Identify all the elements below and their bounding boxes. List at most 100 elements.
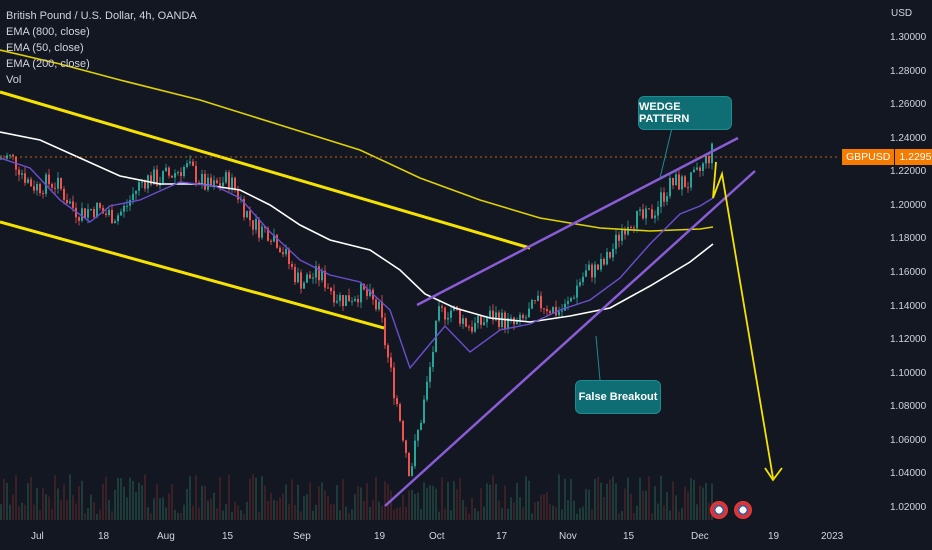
volume-bar: [510, 497, 512, 520]
candle-body: [465, 318, 467, 327]
volume-bar: [375, 477, 377, 520]
candle-body: [303, 282, 305, 289]
candle-body: [141, 181, 143, 183]
volume-bar: [594, 478, 596, 520]
volume-bar: [36, 487, 38, 520]
legend-title[interactable]: British Pound / U.S. Dollar, 4h, OANDA: [6, 10, 197, 22]
candle-body: [696, 167, 698, 170]
candle-body: [21, 173, 23, 175]
volume-bar: [642, 490, 644, 520]
volume-bar: [324, 490, 326, 520]
false-breakout-callout[interactable]: False Breakout: [575, 380, 661, 414]
time-tick-label: 17: [496, 531, 508, 542]
volume-bar: [69, 474, 71, 520]
price-tick-label: 1.06000: [890, 434, 927, 446]
legend-ema50[interactable]: EMA (50, close): [6, 42, 84, 54]
legend-ema200[interactable]: EMA (200, close): [6, 58, 90, 70]
candle-body: [642, 209, 644, 219]
volume-bar: [201, 485, 203, 520]
volume-bar: [3, 478, 5, 520]
candle-body: [534, 300, 536, 302]
candle-body: [171, 175, 173, 178]
candle-body: [453, 306, 455, 311]
candle-body: [351, 301, 353, 303]
candle-body: [687, 187, 689, 189]
volume-bar: [549, 503, 551, 520]
candle-body: [24, 173, 26, 183]
candle-body: [282, 252, 284, 255]
volume-bar: [528, 480, 530, 520]
candle-body: [348, 295, 350, 302]
us-flag-event-icon[interactable]: [710, 501, 728, 519]
volume-bar: [171, 484, 173, 520]
volume-bar: [291, 479, 293, 520]
volume-bar: [213, 492, 215, 520]
volume-bar: [693, 479, 695, 520]
volume-bar: [60, 499, 62, 520]
volume-bar: [327, 496, 329, 520]
candle-body: [552, 307, 554, 314]
volume-bar: [672, 481, 674, 520]
volume-bar: [105, 476, 107, 520]
candle-body: [648, 208, 650, 210]
wedge-lower-line: [384, 170, 756, 507]
candle-body: [597, 264, 599, 270]
candle-body: [144, 181, 146, 189]
volume-bar: [150, 513, 152, 520]
volume-bar: [432, 485, 434, 520]
time-tick-label: 19: [374, 531, 386, 542]
volume-bar: [501, 507, 503, 520]
candle-body: [189, 161, 191, 164]
candle-body: [651, 209, 653, 219]
candle-body: [30, 179, 32, 187]
candle-body: [213, 180, 215, 187]
wedge-pattern-callout[interactable]: WEDGE PATTERN: [638, 96, 732, 130]
candle-body: [519, 314, 521, 321]
candle-body: [396, 398, 398, 405]
legend-ema800[interactable]: EMA (800, close): [6, 26, 90, 38]
candle-body: [237, 189, 239, 200]
us-flag-event-icon[interactable]: [734, 501, 752, 519]
volume-bar: [162, 497, 164, 520]
wedge-pattern-label: WEDGE PATTERN: [639, 101, 690, 125]
volume-bar: [111, 511, 113, 520]
price-tag[interactable]: GBPUSD 1.22950: [842, 149, 932, 165]
volume-bar: [630, 493, 632, 520]
volume-bar: [174, 509, 176, 520]
volume-bar: [249, 479, 251, 520]
volume-bar: [6, 482, 8, 520]
volume-bar: [711, 483, 713, 520]
volume-bar: [450, 510, 452, 520]
legend-vol[interactable]: Vol: [6, 74, 22, 86]
candle-body: [504, 312, 506, 329]
candle-body: [279, 247, 281, 253]
candle-body: [447, 317, 449, 320]
volume-bar: [600, 482, 602, 520]
candle-body: [429, 367, 431, 382]
candle-body: [261, 226, 263, 238]
candle-body: [603, 258, 605, 265]
volume-bar: [222, 510, 224, 520]
candle-body: [333, 291, 335, 303]
volume-bar: [282, 493, 284, 520]
currency-label[interactable]: USD: [891, 8, 913, 19]
candle-body: [36, 183, 38, 191]
volume-bar: [435, 488, 437, 520]
candle-body: [123, 205, 125, 212]
price-tag-value: 1.22950: [895, 149, 932, 165]
volume-bar: [39, 510, 41, 520]
volume-bar: [156, 484, 158, 520]
time-tick-label: 18: [98, 531, 110, 542]
price-tick-label: 1.16000: [890, 267, 927, 278]
candle-body: [591, 264, 593, 278]
candle-body: [129, 200, 131, 206]
volume-bar: [399, 507, 401, 520]
volume-bar: [456, 489, 458, 520]
candle-body: [681, 176, 683, 190]
volume-bar: [681, 507, 683, 520]
candle-body: [291, 264, 293, 267]
volume-bar: [66, 499, 68, 520]
candle-body: [162, 171, 164, 183]
volume-bar: [624, 488, 626, 520]
